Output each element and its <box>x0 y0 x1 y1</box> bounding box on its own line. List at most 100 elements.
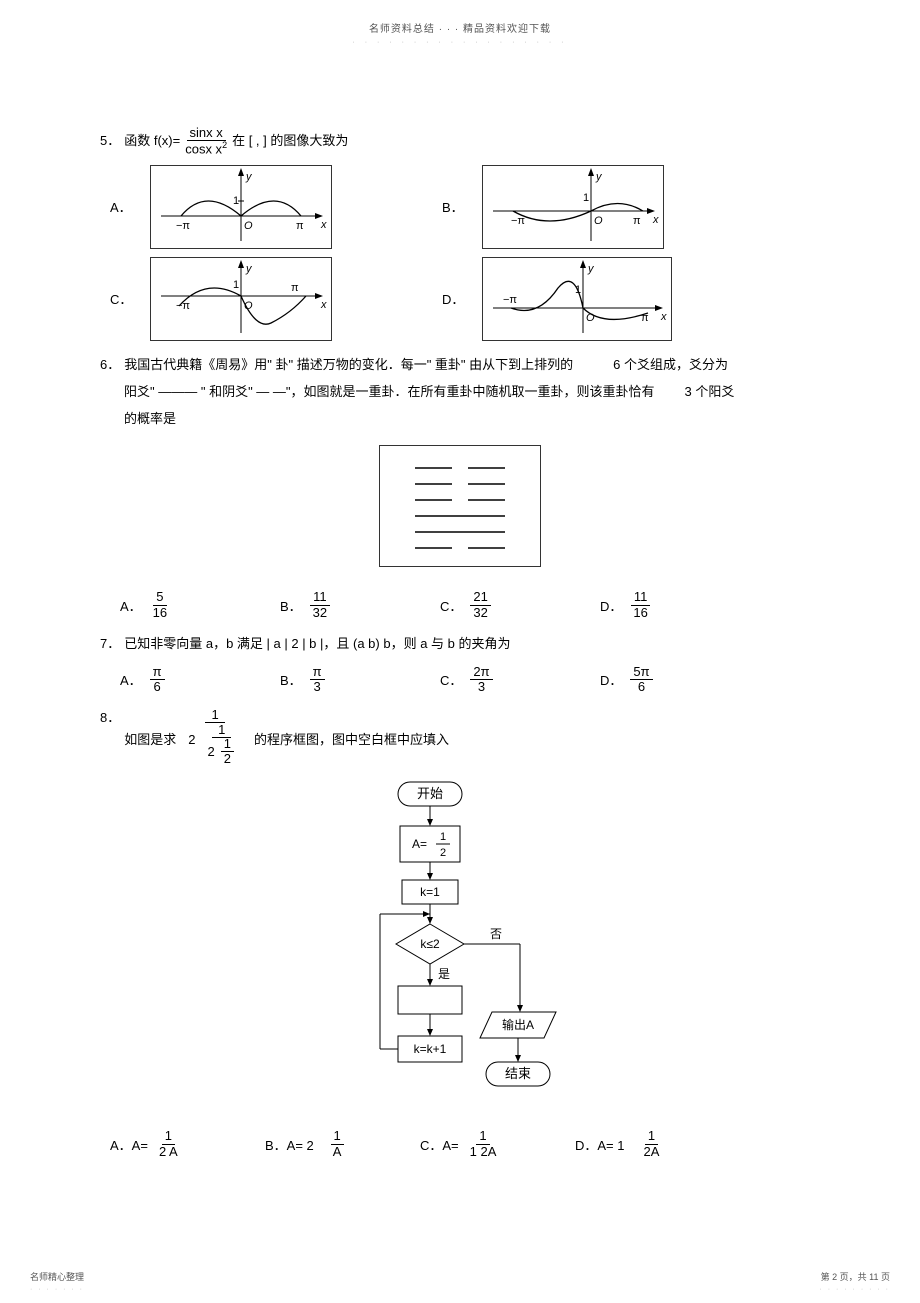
q8-opt-b: B．A= 2 1A <box>265 1129 420 1159</box>
svg-text:1: 1 <box>583 192 589 204</box>
q6-opt-a: A． 516 <box>120 590 280 620</box>
q8-pre: 如图是求 <box>124 708 176 751</box>
q5-opt-a-label: A． <box>100 197 150 216</box>
page-header-dots: · · · · · · · · · · · · · · · · · · <box>100 39 820 46</box>
svg-text:x: x <box>652 214 659 226</box>
q5-stem: 5． 函数 f(x)= sinx x cosx x2 在 [ , ] 的图像大致… <box>100 126 820 157</box>
page-header: 名师资料总结 · · · 精品资料欢迎下载 <box>100 20 820 35</box>
q7-c-num: 2π <box>470 665 492 680</box>
q8-b-label: B．A= 2 <box>265 1135 314 1154</box>
q6-num: 6． <box>100 355 120 376</box>
q8-d-label: D．A= 1 <box>575 1135 625 1154</box>
q8-opt-a: A．A= 12 A <box>110 1129 265 1159</box>
q6-c-num: 21 <box>470 590 490 605</box>
svg-text:y: y <box>245 263 253 275</box>
q8-d-num: 1 <box>645 1129 658 1144</box>
q8-c-label: C．A= <box>420 1135 459 1154</box>
footer-right-dots: · · · · · · · · · <box>819 1286 890 1293</box>
q8-b-num: 1 <box>331 1129 344 1144</box>
q7-d-num: 5π <box>630 665 652 680</box>
svg-text:k=k+1: k=k+1 <box>414 1042 447 1056</box>
q6-d-label: D． <box>600 596 622 615</box>
svg-text:k≤2: k≤2 <box>420 937 440 951</box>
svg-text:O: O <box>594 215 603 227</box>
q6-b-den: 32 <box>310 606 330 620</box>
svg-text:y: y <box>595 171 603 183</box>
q6-opt-b: B． 1132 <box>280 590 440 620</box>
q5-frac: sinx x cosx x2 <box>182 126 230 157</box>
q7-text: 已知非零向量 a，b 满足 | a | 2 | b |，且 (a b) b，则 … <box>124 634 510 655</box>
svg-text:π: π <box>291 282 299 294</box>
svg-text:否: 否 <box>490 927 502 941</box>
q7-a-num: π <box>150 665 165 680</box>
q8-a-num: 1 <box>162 1129 175 1144</box>
q8-post: 的程序框图，图中空白框中应填入 <box>254 708 449 751</box>
svg-text:O: O <box>244 220 253 232</box>
q8-opt-c: C．A= 11 2A <box>420 1129 575 1159</box>
svg-text:输出A: 输出A <box>502 1017 534 1032</box>
q8-a-label: A．A= <box>110 1135 148 1154</box>
q8-flowchart: 开始 A= 12 k=1 k≤2 否 是 <box>340 776 580 1119</box>
q5-opt-d-label: D． <box>432 289 482 308</box>
svg-text:π: π <box>633 215 641 227</box>
q5-opt-c-label: C． <box>100 289 150 308</box>
q8-b-den: A <box>330 1145 345 1159</box>
q6-a-num: 5 <box>153 590 166 605</box>
svg-text:是: 是 <box>438 967 450 981</box>
q7-opt-d: D． 5π6 <box>600 665 760 695</box>
q7-a-den: 6 <box>151 680 164 694</box>
q6-options: A． 516 B． 1132 C． 21 32 D． 1116 <box>120 590 820 620</box>
q5-graph-b: y 1 −ππ O x <box>482 165 664 249</box>
q5-post: 在 [ , ] 的图像大致为 <box>232 131 348 152</box>
q5-graph-c: y 1 −ππ O x <box>150 257 332 341</box>
q6-line1b: 6 个爻组成，爻分为 <box>613 355 728 376</box>
q7-a-label: A． <box>120 670 142 689</box>
q6-line3: 的概率是 <box>124 409 176 430</box>
svg-text:1: 1 <box>440 831 446 843</box>
q6-b-label: B． <box>280 596 302 615</box>
footer-right: 第 2 页，共 11 页 <box>821 1270 890 1283</box>
q6-c-label: C． <box>440 596 462 615</box>
q5-pre: 函数 f(x)= <box>124 131 180 152</box>
q5-num: 5． <box>100 131 120 152</box>
q5-graph-a: y 1 −ππ O x <box>150 165 332 249</box>
q7-opt-b: B． π3 <box>280 665 440 695</box>
q7-b-label: B． <box>280 670 302 689</box>
q8-options: A．A= 12 A B．A= 2 1A C．A= 11 2A D．A= 1 12… <box>110 1129 820 1159</box>
q7-b-den: 3 <box>311 680 324 694</box>
svg-text:−π: −π <box>503 294 517 306</box>
q5-graph-d: y 1 −ππ O x <box>482 257 672 341</box>
q7-opt-a: A． π6 <box>120 665 280 695</box>
svg-text:x: x <box>320 219 327 231</box>
svg-text:开始: 开始 <box>417 786 443 801</box>
q6-d-num: 11 <box>631 590 651 605</box>
q7-num: 7． <box>100 634 120 655</box>
q8-num: 8． <box>100 708 120 729</box>
svg-text:A=: A= <box>412 837 427 851</box>
q7-d-label: D． <box>600 670 622 689</box>
q5-opt-b-label: B． <box>432 197 482 216</box>
svg-text:k=1: k=1 <box>420 885 440 899</box>
q6-line2a: 阳爻" ——— " 和阴爻" — —"，如图就是一重卦．在所有重卦中随机取一重卦… <box>124 382 655 403</box>
svg-text:1: 1 <box>233 279 239 291</box>
q8-d-den: 2A <box>641 1145 663 1159</box>
svg-text:结束: 结束 <box>505 1066 531 1081</box>
q7-c-den: 3 <box>475 680 488 694</box>
footer-left: 名师精心整理 <box>30 1270 84 1283</box>
svg-text:y: y <box>587 263 595 275</box>
q7-c-label: C． <box>440 670 462 689</box>
q8-stem: 8． 如图是求 1 2 1 2 12 的程序框图，图中空白框中应填入 <box>100 708 820 766</box>
q8-c-den: 1 2A <box>467 1145 500 1159</box>
q8-a-den: 2 A <box>156 1145 181 1159</box>
q6-line1a: 我国古代典籍《周易》用" 卦" 描述万物的变化．每一" 重卦" 由从下到上排列的 <box>124 355 573 376</box>
q6-stem: 6． 我国古代典籍《周易》用" 卦" 描述万物的变化．每一" 重卦" 由从下到上… <box>100 355 820 429</box>
q8-opt-d: D．A= 1 12A <box>575 1129 730 1159</box>
svg-text:π: π <box>296 220 304 232</box>
q6-opt-d: D． 1116 <box>600 590 760 620</box>
q7-d-den: 6 <box>635 680 648 694</box>
q8-nested-frac: 1 2 1 2 12 <box>182 708 248 766</box>
q6-b-num: 11 <box>310 590 330 605</box>
footer-left-dots: · · · · · · · <box>30 1286 84 1293</box>
svg-text:x: x <box>320 299 327 311</box>
q7-options: A． π6 B． π3 C． 2π3 D． 5π6 <box>120 665 820 695</box>
